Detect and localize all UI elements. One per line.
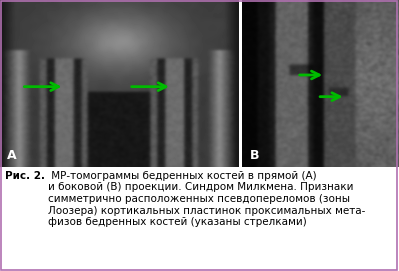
Text: B: B — [250, 149, 259, 162]
Text: МР-томограммы бедренных костей в прямой (A)
и боковой (B) проекции. Синдром Милк: МР-томограммы бедренных костей в прямой … — [48, 171, 366, 227]
Text: Рис. 2.: Рис. 2. — [5, 171, 45, 181]
Text: A: A — [7, 149, 17, 162]
